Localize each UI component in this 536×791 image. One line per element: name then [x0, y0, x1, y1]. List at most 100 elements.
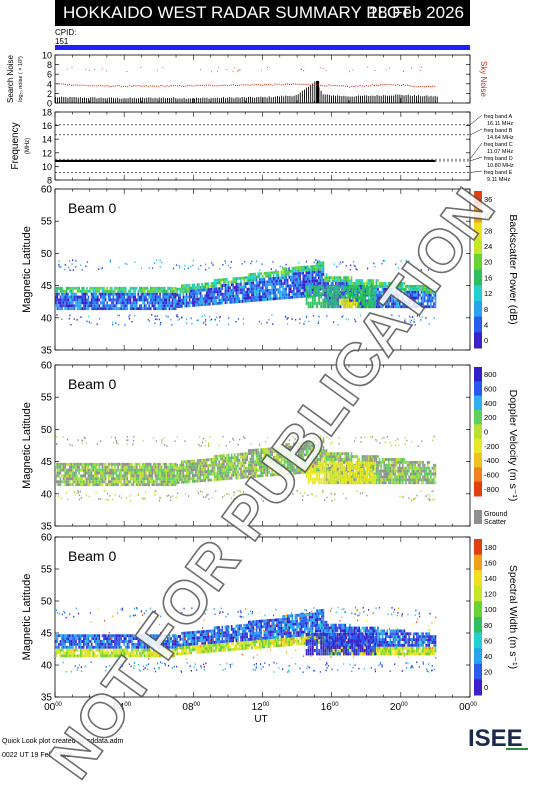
sky-noise-point [96, 85, 97, 86]
scatter-cell [130, 474, 132, 477]
scatter-cell [148, 483, 150, 486]
scatter-cell [393, 461, 395, 464]
scatter-cell [256, 276, 258, 279]
scatter-cell [243, 279, 245, 282]
scatter-cell [400, 291, 402, 294]
scatter-cell [312, 280, 314, 283]
scatter-cell [320, 267, 322, 270]
scatter-cell [198, 471, 200, 474]
scatter-cell [333, 321, 334, 323]
scatter-cell [74, 318, 75, 320]
scatter-cell [396, 299, 398, 302]
scatter-cell [147, 480, 149, 483]
noise-bar [339, 96, 340, 103]
scatter-cell [388, 475, 390, 478]
scatter-cell [410, 288, 412, 291]
scatter-cell [128, 296, 130, 299]
scatter-cell [393, 294, 395, 297]
scatter-cell [358, 289, 360, 292]
scatter-cell [206, 461, 208, 464]
scatter-cell [246, 458, 248, 461]
sky-noise-point [135, 85, 136, 86]
scatter-cell [215, 319, 216, 321]
scatter-cell [391, 475, 393, 478]
scatter-cell [333, 286, 335, 289]
scatter-cell [122, 290, 124, 293]
scatter-cell [259, 284, 261, 287]
scatter-cell [368, 286, 370, 289]
scatter-cell [203, 467, 205, 470]
scatter-cell [393, 285, 395, 288]
scatter-cell [94, 290, 96, 293]
noise-bar [123, 98, 124, 103]
scatter-cell [183, 481, 185, 484]
scatter-cell [254, 273, 256, 276]
scatter-cell [217, 279, 219, 282]
scatter-cell [316, 449, 318, 452]
scatter-cell [273, 289, 275, 292]
scatter-cell [383, 473, 385, 476]
scatter-cell [271, 283, 273, 286]
scatter-cell [210, 319, 211, 321]
scatter-cell [198, 289, 200, 292]
scatter-cell [217, 469, 219, 472]
scatter-cell [61, 301, 63, 304]
scatter-cell [404, 294, 406, 297]
scatter-cell [222, 296, 224, 299]
scatter-cell [218, 290, 220, 293]
scatter-cell [173, 469, 175, 472]
scatter-cell [347, 305, 349, 308]
scatter-cell [83, 293, 85, 296]
scatter-cell [187, 463, 189, 466]
scatter-cell [416, 302, 418, 305]
scatter-cell [85, 301, 87, 304]
scatter-cell [251, 293, 253, 296]
scatter-cell [212, 472, 214, 475]
sky-noise-point [102, 85, 103, 86]
scatter-cell [430, 291, 432, 294]
scatter-cell [64, 298, 66, 301]
scatter-cell [103, 304, 105, 307]
scatter-cell [137, 480, 139, 483]
scatter-cell [362, 464, 364, 467]
scatter-cell [177, 319, 178, 321]
scatter-cell [261, 323, 262, 325]
scatter-cell [274, 288, 276, 291]
scatter-cell [142, 466, 144, 469]
noise-bar [142, 97, 143, 103]
scatter-cell [201, 300, 203, 303]
scatter-cell [312, 459, 314, 462]
scatter-cell [262, 278, 264, 281]
scatter-cell [290, 296, 292, 299]
scatter-cell [382, 299, 384, 302]
noise-bar [397, 95, 398, 103]
scatter-cell [167, 301, 169, 304]
scatter-cell [377, 481, 379, 484]
scatter-cell [243, 323, 244, 325]
scatter-cell [285, 290, 287, 293]
scatter-cell [270, 453, 272, 456]
scatter-cell [99, 293, 101, 296]
scatter-cell [81, 301, 83, 304]
scatter-cell [161, 480, 163, 483]
scatter-cell [180, 288, 182, 291]
scatter-cell [60, 480, 62, 483]
scatter-cell [347, 292, 349, 295]
scatter-cell [231, 477, 233, 480]
scatter-cell [383, 282, 385, 285]
scatter-cell [226, 292, 228, 295]
scatter-cell [117, 290, 119, 293]
scatter-cell [78, 480, 80, 483]
scatter-cell [170, 293, 172, 296]
scatter-cell [214, 461, 216, 464]
scatter-cell [282, 276, 284, 279]
scatter-cell [129, 318, 130, 320]
scatter-cell [187, 477, 189, 480]
noise-bar [381, 96, 382, 103]
scatter-cell [356, 269, 357, 271]
scatter-cell [413, 302, 415, 305]
scatter-cell [220, 284, 222, 287]
scatter-cell [106, 472, 108, 475]
scatter-cell [360, 295, 362, 298]
scatter-cell [208, 288, 210, 291]
